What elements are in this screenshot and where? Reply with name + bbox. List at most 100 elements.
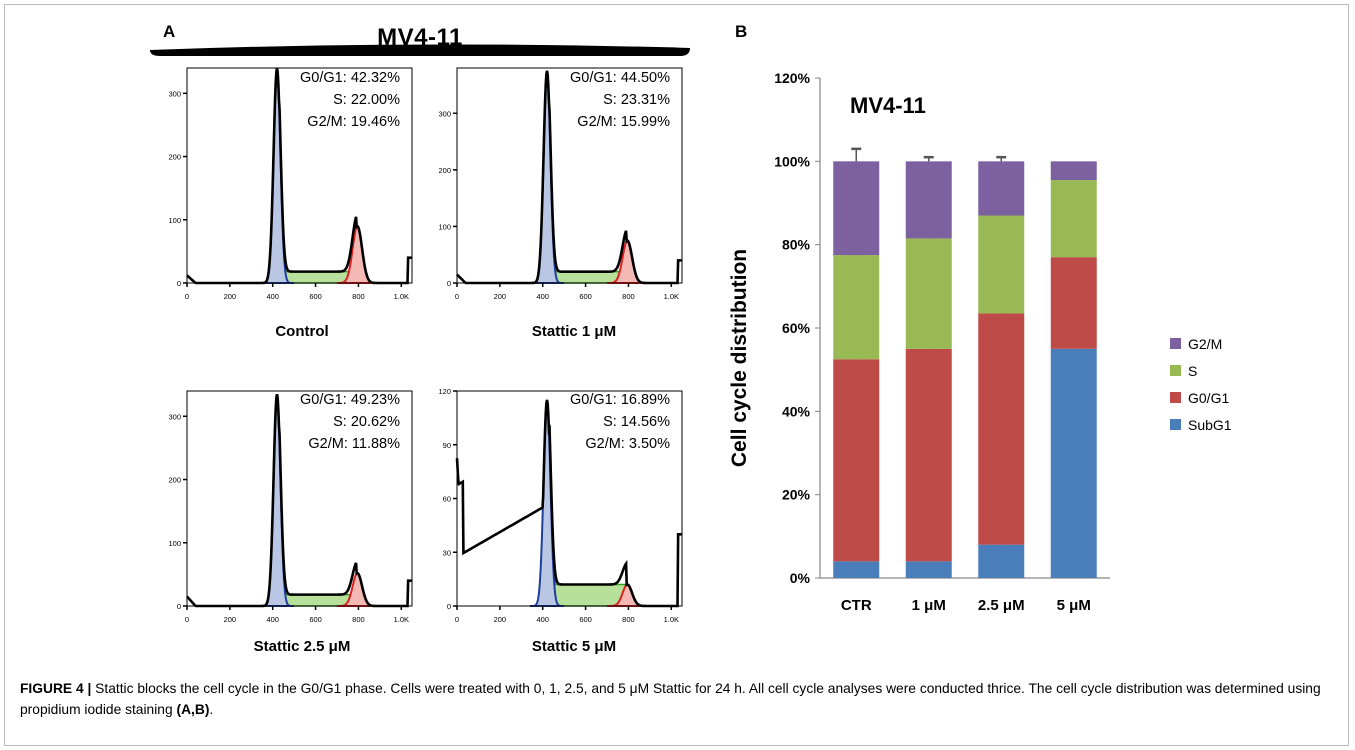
s-phase-area	[278, 544, 358, 607]
y-tick-label: 0%	[790, 570, 811, 586]
bar-segment	[833, 255, 880, 360]
bar-segment	[905, 238, 952, 349]
legend-label: S	[1188, 363, 1197, 379]
y-tick-label: 300	[168, 412, 181, 421]
legend-swatch	[1170, 392, 1181, 403]
legend-label: G0/G1	[1188, 390, 1229, 406]
y-tick-label: 120	[438, 387, 451, 396]
y-tick-label: 0	[177, 279, 181, 288]
histogram-label: Control	[275, 323, 329, 340]
bar-segment	[1050, 161, 1097, 181]
legend-swatch	[1170, 365, 1181, 376]
y-tick-label: 120%	[774, 70, 810, 86]
plot-frame	[456, 67, 683, 284]
stat-name: S:	[333, 414, 351, 430]
histogram-label: Stattic 1 μM	[531, 323, 617, 340]
bar-segment	[978, 544, 1025, 578]
bar-segment	[978, 215, 1025, 314]
stat-value: 3.50%	[628, 436, 670, 452]
x-tick-label: 400	[266, 615, 279, 624]
plot-frame	[186, 390, 413, 607]
plot-frame	[186, 67, 413, 284]
histogram-stats: G0/G1: 16.89% S: 14.56% G2/M: 3.50%	[510, 389, 670, 455]
x-tick-label: 400	[536, 292, 549, 301]
x-tick-label: 2.5 μM	[978, 597, 1025, 614]
panel-b-letter: B	[735, 22, 748, 41]
bar-segment	[833, 161, 880, 256]
stat-value: 11.88%	[351, 436, 400, 452]
x-tick-label: 600	[309, 292, 322, 301]
y-tick-label: 100%	[774, 153, 810, 169]
banner-bar	[150, 44, 690, 56]
stat-value: 44.50%	[620, 70, 670, 86]
stat-name: S:	[603, 414, 621, 430]
caption-end: .	[209, 702, 214, 717]
s-phase-area	[278, 220, 358, 284]
stacked-bar-chart: 0% 20% 40% 60% 80% 100% 120% Cell cycle distrib…	[728, 70, 1232, 614]
legend-label: G2/M	[1188, 336, 1222, 352]
histogram-stats: G0/G1: 44.50% S: 23.31% G2/M: 15.99%	[510, 67, 670, 133]
y-tick-label: 300	[438, 109, 451, 118]
stat-value: 22.00%	[350, 92, 400, 108]
stat-value: 19.46%	[350, 114, 400, 130]
x-tick-label: 400	[266, 292, 279, 301]
legend-label: SubG1	[1188, 417, 1232, 433]
caption-ref: (A,B)	[176, 702, 210, 717]
y-tick-label: 0	[177, 602, 181, 611]
bar-segment	[905, 348, 952, 562]
s-phase-area	[548, 535, 628, 607]
histogram-stats: G0/G1: 49.23% S: 20.62% G2/M: 11.88%	[240, 389, 400, 455]
y-tick-label: 200	[438, 166, 451, 175]
s-phase-area	[548, 221, 628, 284]
x-tick-label: 0	[455, 615, 459, 624]
y-tick-label: 80%	[782, 237, 811, 253]
x-tick-label: 200	[224, 615, 237, 624]
stat-value: 42.32%	[350, 70, 400, 86]
legend-swatch	[1170, 419, 1181, 430]
histogram-plot: 0 30 60 90 120 0 200 400 600 800 1.0K	[438, 387, 683, 624]
x-tick-label: 0	[455, 292, 459, 301]
x-tick-label: 600	[579, 615, 592, 624]
x-tick-label: 200	[494, 292, 507, 301]
x-tick-label: 200	[224, 292, 237, 301]
histogram-stats: G0/G1: 42.32% S: 22.00% G2/M: 19.46%	[240, 67, 400, 133]
histogram-stattic-2-5: 0 100 200 300 0 200 400 600 800 1.0K	[165, 385, 420, 645]
histogram-stattic-5: 0 30 60 90 120 0 200 400 600 800 1.0K	[435, 385, 690, 645]
bar-segment	[905, 561, 952, 578]
y-tick-label: 0	[447, 279, 451, 288]
caption-text: Stattic blocks the cell cycle in the G0/…	[20, 681, 1321, 717]
x-tick-label: 1.0K	[394, 615, 409, 624]
y-tick-label: 300	[168, 89, 181, 98]
x-tick-label: 0	[185, 292, 189, 301]
stat-name: G2/M:	[308, 436, 352, 452]
histogram-control: 0 100 200 300 0 200 400 600 800 1.0K	[165, 62, 420, 322]
histogram-plot: 0 100 200 300 0 200 400 600 800 1.0K	[438, 67, 683, 301]
y-tick-label: 20%	[782, 487, 811, 503]
y-tick-label: 90	[443, 441, 451, 450]
y-tick-label: 100	[438, 222, 451, 231]
y-tick-label: 60	[443, 495, 451, 504]
stat-name: G0/G1:	[300, 392, 351, 408]
stat-value: 14.56%	[620, 414, 670, 430]
bar-segment	[833, 359, 880, 562]
x-tick-label: 1.0K	[664, 615, 679, 624]
stat-name: G0/G1:	[300, 70, 351, 86]
x-tick-label: 800	[352, 615, 365, 624]
x-tick-label: 0	[185, 615, 189, 624]
y-axis-title: Cell cycle distribution	[728, 249, 751, 467]
y-tick-label: 200	[168, 476, 181, 485]
bar-segment	[1050, 348, 1097, 578]
legend-swatch	[1170, 338, 1181, 349]
y-tick-label: 30	[443, 548, 451, 557]
bar-segment	[978, 313, 1025, 545]
stat-value: 16.89%	[620, 392, 670, 408]
x-tick-label: 400	[536, 615, 549, 624]
stat-name: G2/M:	[307, 114, 351, 130]
y-tick-label: 100	[168, 216, 181, 225]
y-tick-label: 200	[168, 153, 181, 162]
x-tick-label: 5 μM	[1057, 597, 1091, 614]
x-tick-label: 800	[622, 615, 635, 624]
stat-value: 20.62%	[350, 414, 400, 430]
x-tick-label: 1 μM	[912, 597, 946, 614]
bar-segment	[978, 161, 1025, 216]
